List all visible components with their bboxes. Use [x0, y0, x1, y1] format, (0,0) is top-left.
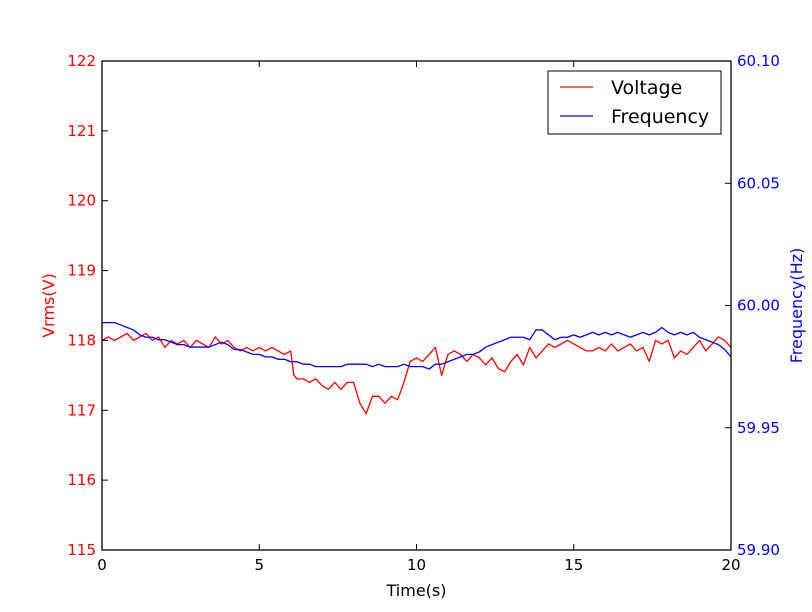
legend: Voltage Frequency [547, 70, 722, 135]
x-tick-label: 20 [721, 556, 740, 574]
y-right-tick-label: 60.05 [737, 174, 780, 192]
x-axis-label: Time(s) [386, 581, 447, 600]
y-left-tick-label: 115 [67, 541, 96, 559]
y-left-axis-label: Vrms(V) [39, 273, 58, 338]
series-layer [101, 321, 732, 415]
y-left-tick-label: 120 [67, 192, 96, 210]
y-right-tick-label: 59.90 [737, 541, 780, 559]
y-right-tick-label: 59.95 [737, 419, 780, 437]
x-tick-label: 5 [254, 556, 264, 574]
legend-label-frequency: Frequency [611, 106, 709, 128]
x-tick-label: 0 [97, 556, 107, 574]
legend-box [547, 70, 722, 135]
x-tick-label: 15 [564, 556, 583, 574]
x-tick-label: 10 [407, 556, 426, 574]
y-left-tick-label: 116 [67, 471, 96, 489]
y-right-axis-label: Frequency(Hz) [787, 248, 806, 364]
plot-frame [101, 60, 732, 551]
y-left-tick-label: 117 [67, 401, 96, 419]
y-left-tick-label: 118 [67, 331, 96, 349]
y-right-tick-label: 60.00 [737, 297, 780, 315]
y-left-tick-label: 119 [67, 262, 96, 280]
y-left-tick-label: 122 [67, 52, 96, 70]
y-left-tick-label: 121 [67, 122, 96, 140]
series-line-frequency [102, 321, 732, 370]
legend-label-voltage: Voltage [611, 77, 682, 99]
ticks-layer: 0 5 10 15 20 115 116 117 118 119 120 121 122 59.90 59.… [67, 52, 780, 574]
y-right-tick-label: 60.10 [737, 52, 780, 70]
